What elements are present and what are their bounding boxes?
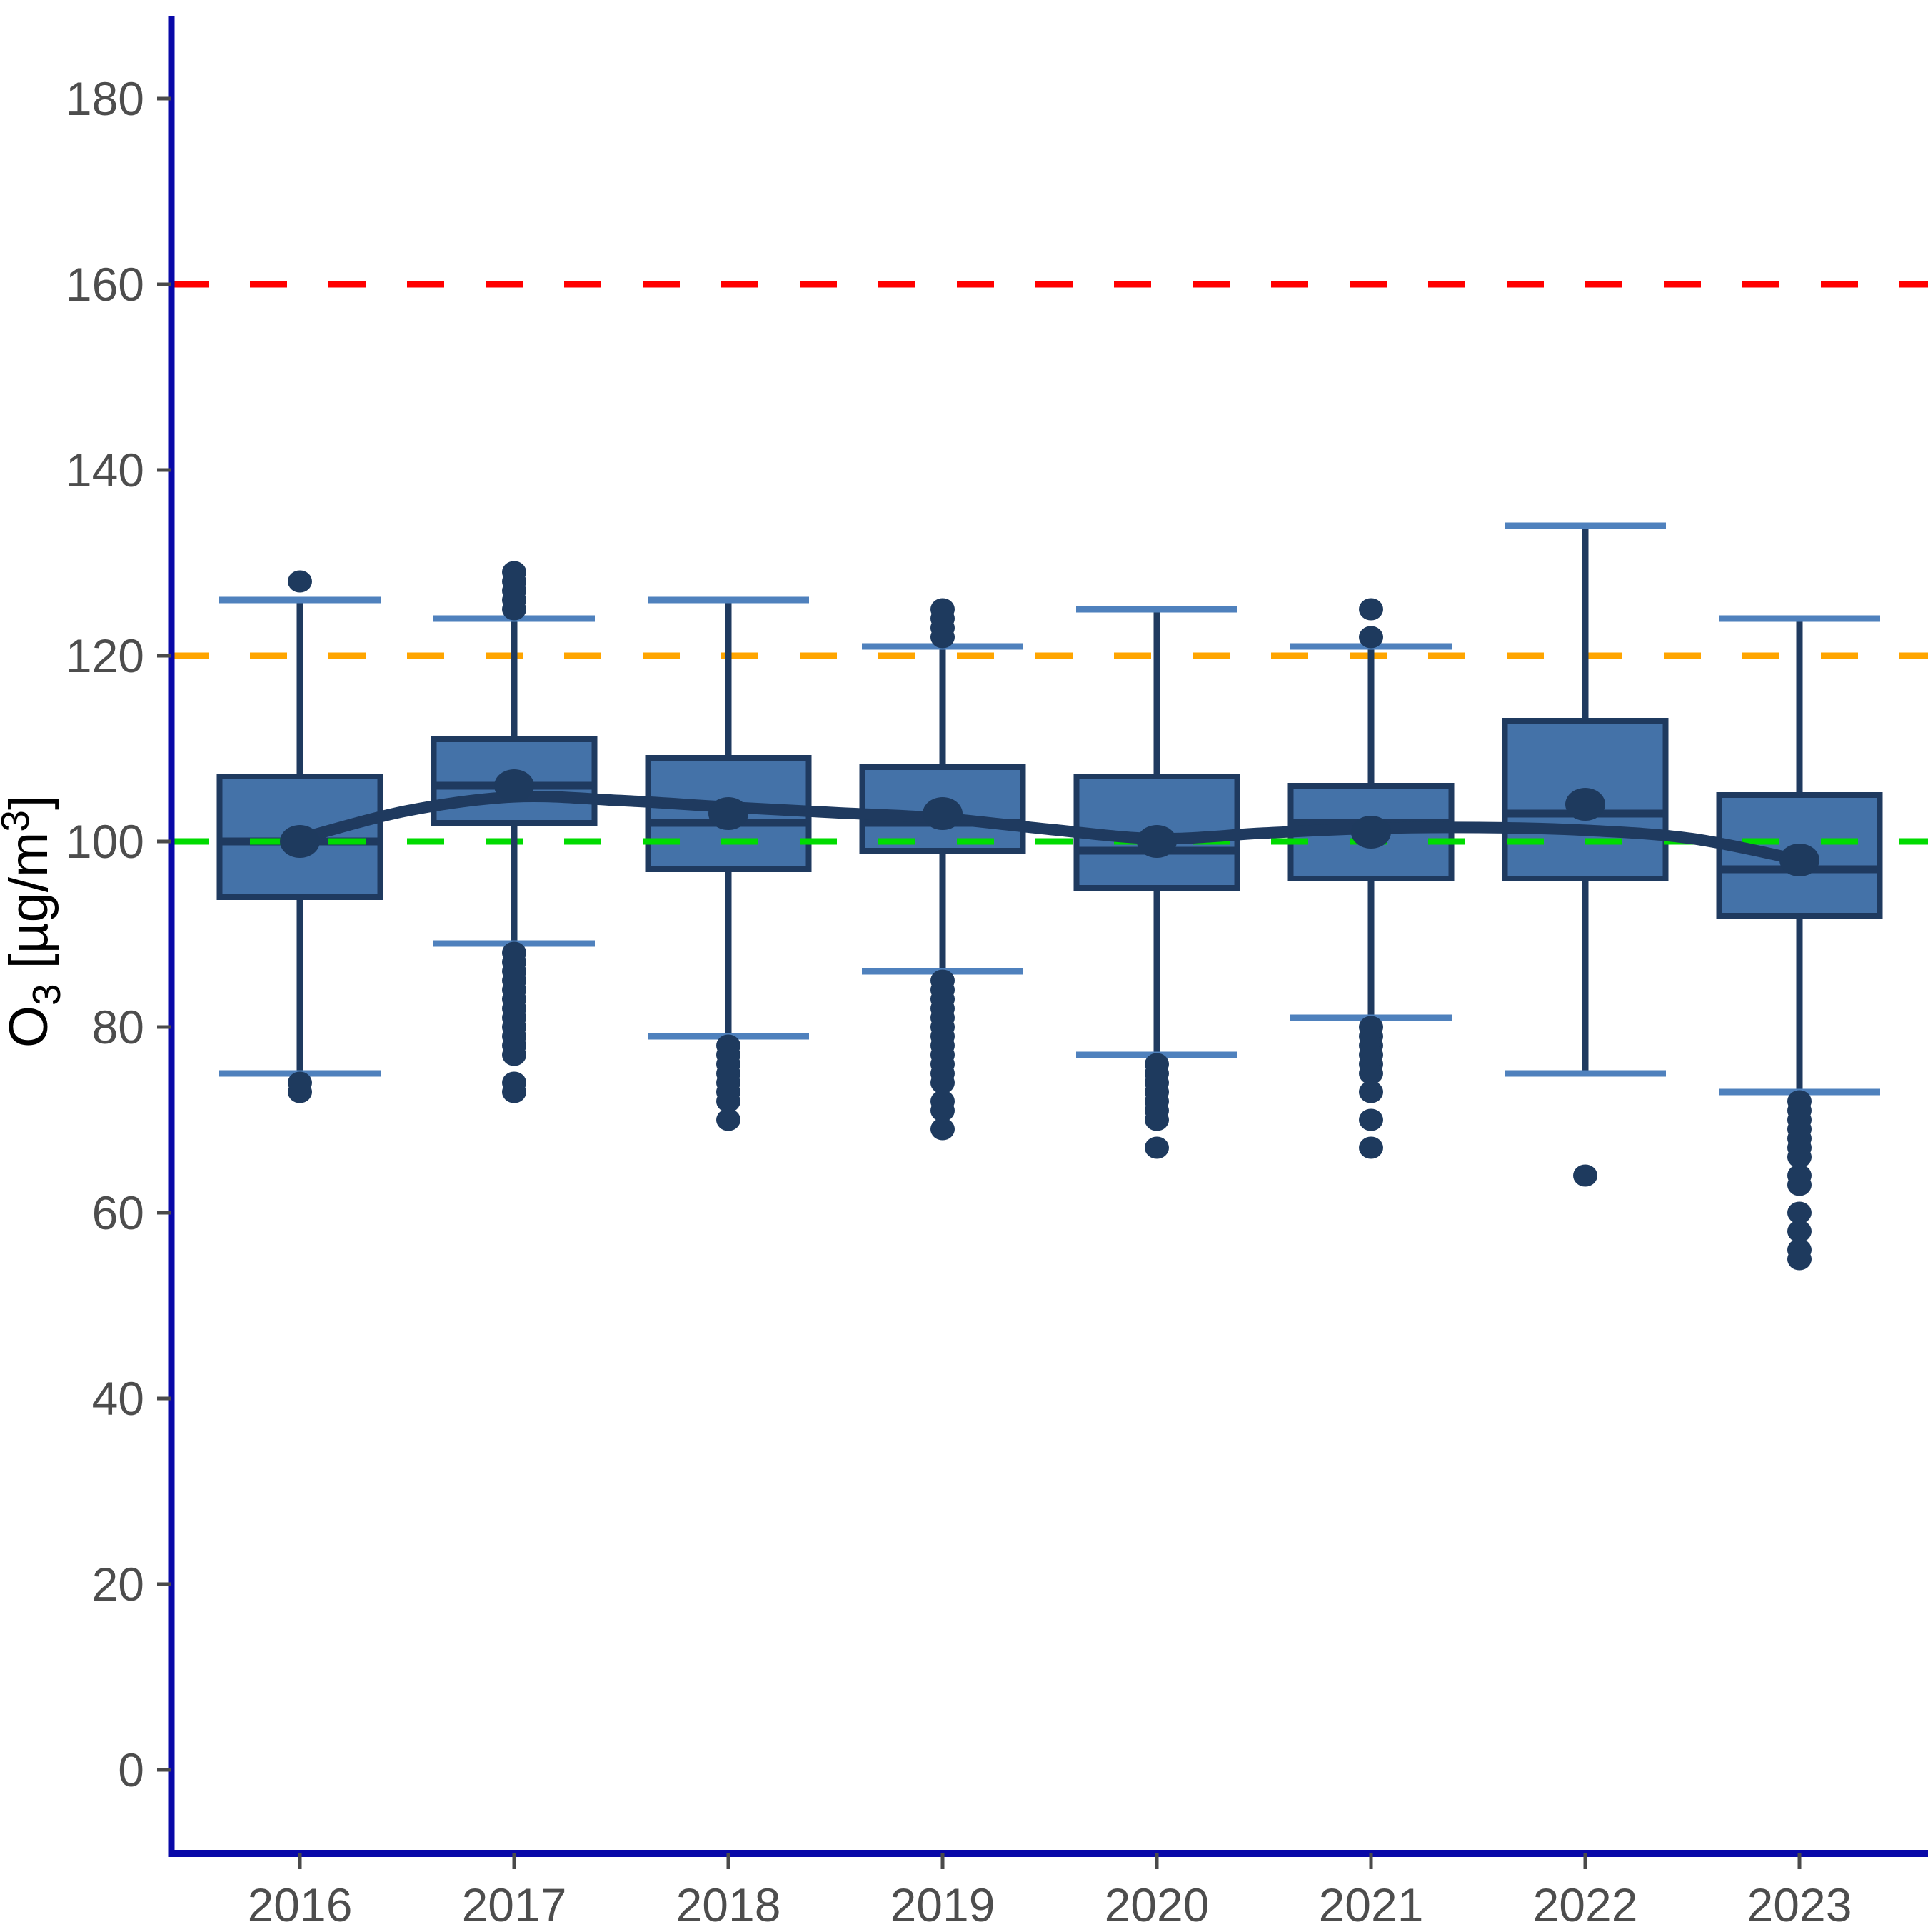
y-tick-label-20: 20 <box>92 1558 144 1611</box>
outlier-dot-2017 <box>502 1081 526 1103</box>
outlier-dot-2020 <box>1145 1136 1169 1159</box>
x-tick-label-2019: 2019 <box>890 1878 995 1928</box>
mean-dot-2016 <box>280 825 320 858</box>
outlier-dot-2023 <box>1787 1220 1812 1243</box>
y-tick-label-0: 0 <box>118 1743 144 1796</box>
x-tick-label-2017: 2017 <box>462 1878 567 1928</box>
outlier-dot-2018 <box>716 1108 740 1131</box>
mean-dot-2017 <box>494 769 534 802</box>
outlier-dot-2017 <box>502 561 526 584</box>
outlier-dot-2023 <box>1787 1173 1812 1196</box>
y-tick-label-180: 180 <box>66 72 144 125</box>
y-tick-label-140: 140 <box>66 444 144 496</box>
outlier-dot-2021 <box>1359 598 1383 621</box>
y-tick-label-80: 80 <box>92 1001 144 1053</box>
outlier-dot-2021 <box>1359 1062 1383 1085</box>
mean-dot-2021 <box>1351 816 1391 849</box>
x-tick-label-2020: 2020 <box>1105 1878 1210 1928</box>
outlier-dot-2016 <box>288 570 312 593</box>
outlier-dot-2019 <box>930 1071 955 1094</box>
outlier-dot-2021 <box>1359 626 1383 649</box>
outlier-dot-2019 <box>930 1118 955 1141</box>
outlier-dot-2018 <box>716 1090 740 1113</box>
outlier-dot-2017 <box>502 1043 526 1066</box>
y-tick-label-100: 100 <box>66 815 144 868</box>
x-tick-label-2018: 2018 <box>676 1878 781 1928</box>
x-tick-label-2016: 2016 <box>248 1878 353 1928</box>
outlier-dot-2020 <box>1145 1108 1169 1131</box>
outlier-dot-2019 <box>930 1099 955 1122</box>
x-tick-label-2023: 2023 <box>1747 1878 1852 1928</box>
mean-dot-2020 <box>1137 825 1177 858</box>
x-tick-label-2022: 2022 <box>1533 1878 1638 1928</box>
x-tick-label-2021: 2021 <box>1319 1878 1424 1928</box>
y-tick-label-40: 40 <box>92 1372 144 1425</box>
trend-line <box>294 790 1805 866</box>
outlier-dot-2021 <box>1359 1108 1383 1131</box>
outlier-dot-2022 <box>1573 1164 1597 1187</box>
outlier-dot-2023 <box>1787 1201 1812 1224</box>
outlier-dot-2016 <box>288 1081 312 1103</box>
mean-dot-2018 <box>708 797 748 830</box>
y-axis-title: O3 [µg/m3] <box>0 795 69 1048</box>
y-tick-label-120: 120 <box>66 629 144 682</box>
outlier-dot-2023 <box>1787 1248 1812 1271</box>
y-tick-label-60: 60 <box>92 1186 144 1239</box>
outlier-dot-2021 <box>1359 1136 1383 1159</box>
y-tick-label-160: 160 <box>66 258 144 311</box>
outlier-dot-2021 <box>1359 1081 1383 1103</box>
outlier-dot-2023 <box>1787 1146 1812 1168</box>
mean-dot-2023 <box>1779 844 1819 876</box>
mean-dot-2022 <box>1565 788 1605 821</box>
outlier-dot-2019 <box>930 598 955 621</box>
mean-dot-2019 <box>923 797 963 830</box>
